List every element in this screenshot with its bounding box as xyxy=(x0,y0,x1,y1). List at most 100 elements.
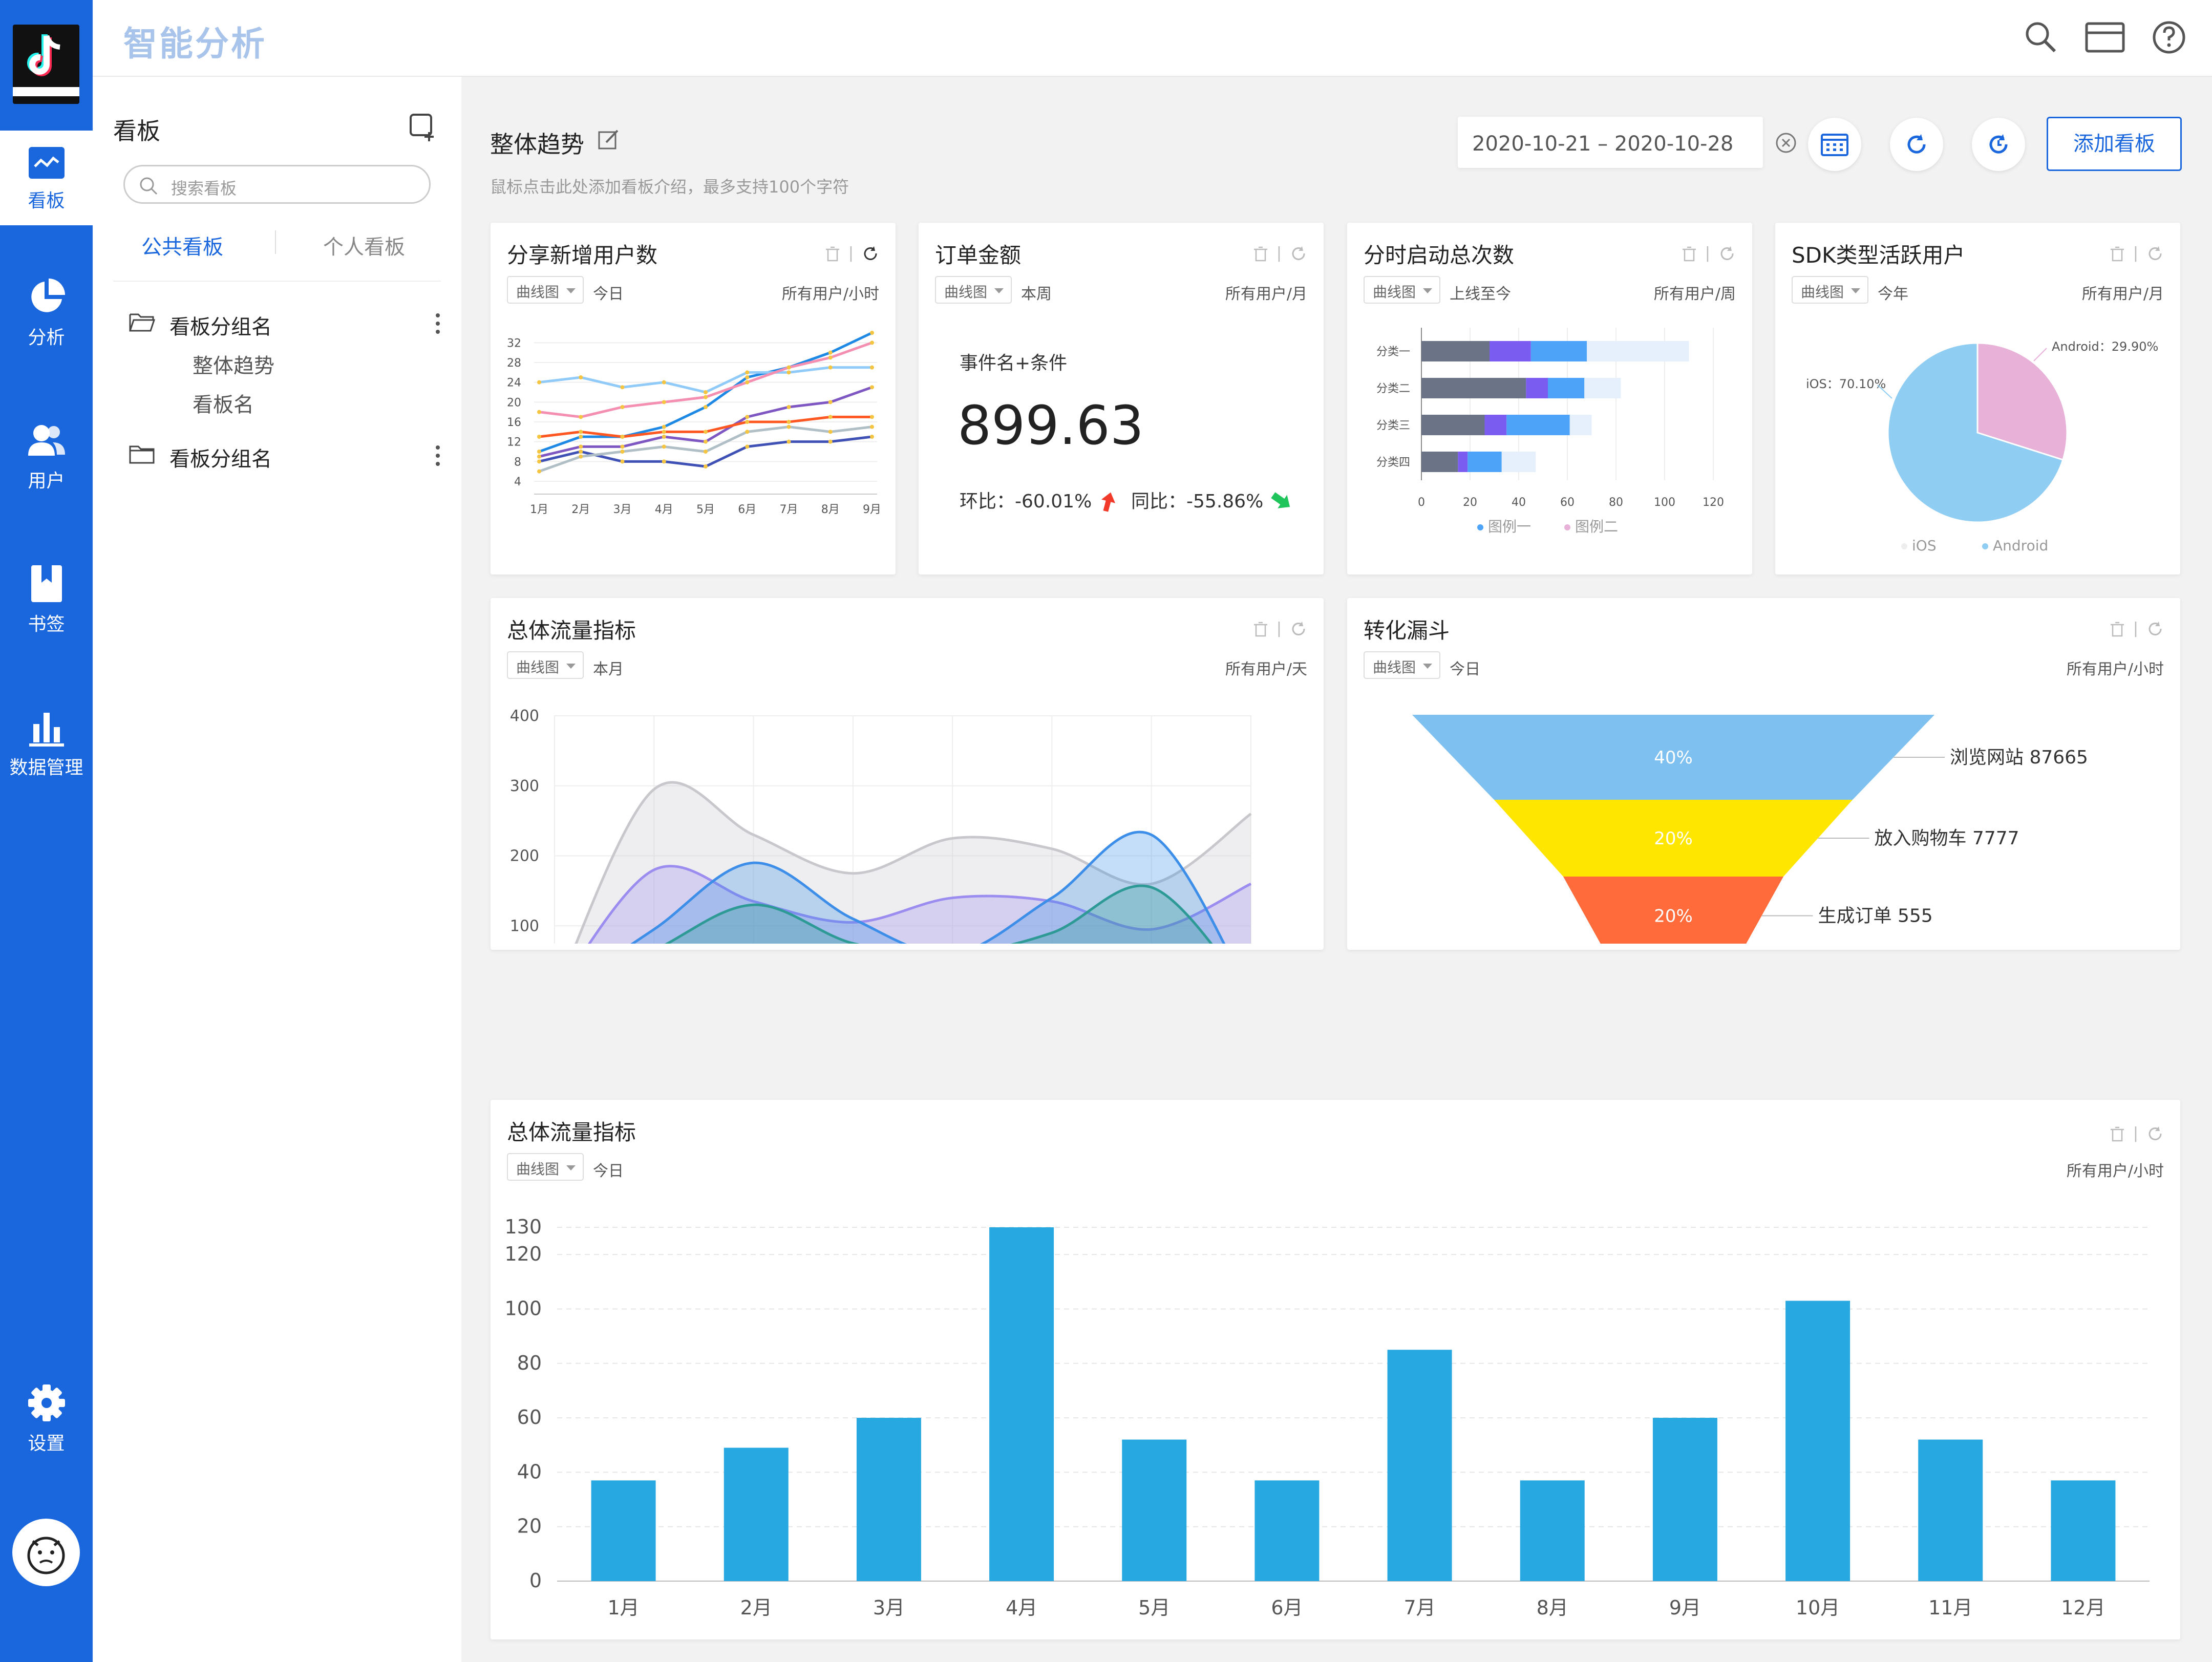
refresh-icon[interactable] xyxy=(2146,1125,2164,1142)
tool-divider: | xyxy=(1705,244,1710,262)
tab-public-dashboards[interactable]: 公共看板 xyxy=(141,236,223,259)
auto-refresh-button[interactable] xyxy=(1972,118,2025,171)
refresh-icon[interactable] xyxy=(862,245,879,262)
y-tick-label: 80 xyxy=(517,1352,542,1374)
data-point xyxy=(870,365,874,370)
more-icon[interactable] xyxy=(435,311,441,336)
unit-label: 所有用户/月 xyxy=(2081,285,2164,303)
delete-icon[interactable] xyxy=(825,245,840,262)
x-tick-label: 5月 xyxy=(696,503,715,516)
y-tick-label: 300 xyxy=(510,777,539,795)
data-point xyxy=(662,444,666,449)
nav-item-analysis[interactable]: 分析 xyxy=(0,276,93,371)
data-point xyxy=(786,370,791,375)
nav-item-settings[interactable]: 设置 xyxy=(0,1382,93,1477)
period-label: 今日 xyxy=(593,285,624,303)
add-dashboard-icon[interactable] xyxy=(408,112,438,142)
chart-type-select[interactable]: 曲线图 xyxy=(507,276,584,304)
chart-type-select[interactable]: 曲线图 xyxy=(935,276,1012,304)
nav-item-users[interactable]: 用户 xyxy=(0,420,93,515)
card-tools: | xyxy=(2110,244,2164,262)
arrow-down-icon xyxy=(1271,492,1290,508)
bar-segment xyxy=(1530,341,1587,361)
bar-segment xyxy=(1421,341,1490,361)
data-point xyxy=(745,380,750,385)
search-icon[interactable] xyxy=(2023,19,2059,55)
legend-label: 图例二 xyxy=(1575,518,1618,535)
x-tick-label: 4月 xyxy=(1006,1596,1037,1619)
refresh-button[interactable] xyxy=(1890,118,1943,171)
period-label: 本周 xyxy=(1021,285,1052,303)
chart-type-select[interactable]: 曲线图 xyxy=(507,1153,584,1181)
delete-icon[interactable] xyxy=(1253,621,1268,637)
yoy-value: -55.86% xyxy=(1186,491,1264,512)
edit-icon[interactable] xyxy=(597,128,621,152)
y-tick-label: 24 xyxy=(507,377,521,390)
date-range-picker[interactable]: 2020-10-21 – 2020-10-28 xyxy=(1458,117,1763,168)
label-leader xyxy=(1877,385,1892,399)
chart-type-select[interactable]: 曲线图 xyxy=(1792,276,1869,304)
dashboard-item[interactable]: 整体趋势 xyxy=(193,354,274,378)
tool-divider: | xyxy=(1276,244,1282,262)
tiktok-logo[interactable] xyxy=(13,25,79,104)
funnel-stage xyxy=(1494,800,1853,877)
more-icon[interactable] xyxy=(435,443,441,468)
delete-icon[interactable] xyxy=(2110,1125,2125,1142)
chart-type-select[interactable]: 曲线图 xyxy=(507,651,584,679)
avatar[interactable] xyxy=(12,1519,80,1586)
area-line xyxy=(575,781,1252,944)
card-conversion-funnel: 转化漏斗 | 曲线图 今日 所有用户/小时 40% 浏览网站 87665 20% 放入… xyxy=(1347,598,2180,950)
chart-type-select[interactable]: 曲线图 xyxy=(1364,276,1441,304)
y-tick-label: 400 xyxy=(510,707,539,725)
refresh-icon[interactable] xyxy=(2146,620,2164,637)
card-title: 总体流量指标 xyxy=(507,1120,636,1145)
data-point xyxy=(662,430,666,434)
tab-personal-dashboards[interactable]: 个人看板 xyxy=(323,236,405,259)
nav-item-dashboard[interactable]: 看板 xyxy=(0,131,93,225)
refresh-icon[interactable] xyxy=(1718,245,1736,262)
mail-icon[interactable] xyxy=(2085,19,2125,55)
period-label: 上线至今 xyxy=(1450,285,1511,303)
refresh-icon[interactable] xyxy=(2146,245,2164,262)
calendar-button[interactable] xyxy=(1808,118,1861,171)
refresh-icon[interactable] xyxy=(1290,245,1307,262)
nav-label: 看板 xyxy=(28,190,65,211)
legend-marker xyxy=(1477,524,1483,530)
help-icon[interactable] xyxy=(2151,19,2187,55)
add-dashboard-button[interactable]: 添加看板 xyxy=(2047,117,2182,171)
data-point xyxy=(620,450,625,454)
nav-item-data-management[interactable]: 数据管理 xyxy=(0,707,93,801)
unit-label: 所有用户/月 xyxy=(1225,285,1307,303)
delete-icon[interactable] xyxy=(2110,245,2125,262)
data-point xyxy=(620,385,625,390)
dashboard-group[interactable]: 看板分组名 xyxy=(129,440,446,471)
dashboard-item[interactable]: 看板名 xyxy=(193,393,254,417)
y-tick-label: 32 xyxy=(507,337,521,350)
clock-refresh-icon xyxy=(1989,134,2008,154)
data-point xyxy=(828,415,833,419)
bar-segment xyxy=(1421,452,1458,472)
funnel-stage xyxy=(1563,877,1783,944)
label-leader xyxy=(2033,348,2047,361)
nav-item-bookmarks[interactable]: 书签 xyxy=(0,563,93,658)
data-point xyxy=(537,435,541,439)
x-tick-label: 8月 xyxy=(821,503,840,516)
sidebar: 看板 分析 用户 书签 数据管理 xyxy=(0,0,93,1662)
dashboard-group[interactable]: 看板分组名 xyxy=(129,308,446,339)
search-input[interactable]: 搜索看板 xyxy=(123,165,431,204)
x-tick-label: 60 xyxy=(1560,496,1575,509)
data-point xyxy=(537,380,541,385)
data-point xyxy=(662,424,666,429)
data-point xyxy=(828,439,833,444)
data-point xyxy=(786,420,791,424)
chart-type-select[interactable]: 曲线图 xyxy=(1364,651,1441,679)
delete-icon[interactable] xyxy=(1253,245,1268,262)
refresh-icon[interactable] xyxy=(1290,620,1307,637)
clear-icon[interactable] xyxy=(1773,130,1799,156)
mom-label: 环比： xyxy=(960,491,1015,512)
delete-icon[interactable] xyxy=(1682,245,1697,262)
data-point xyxy=(745,420,750,424)
delete-icon[interactable] xyxy=(2110,621,2125,637)
